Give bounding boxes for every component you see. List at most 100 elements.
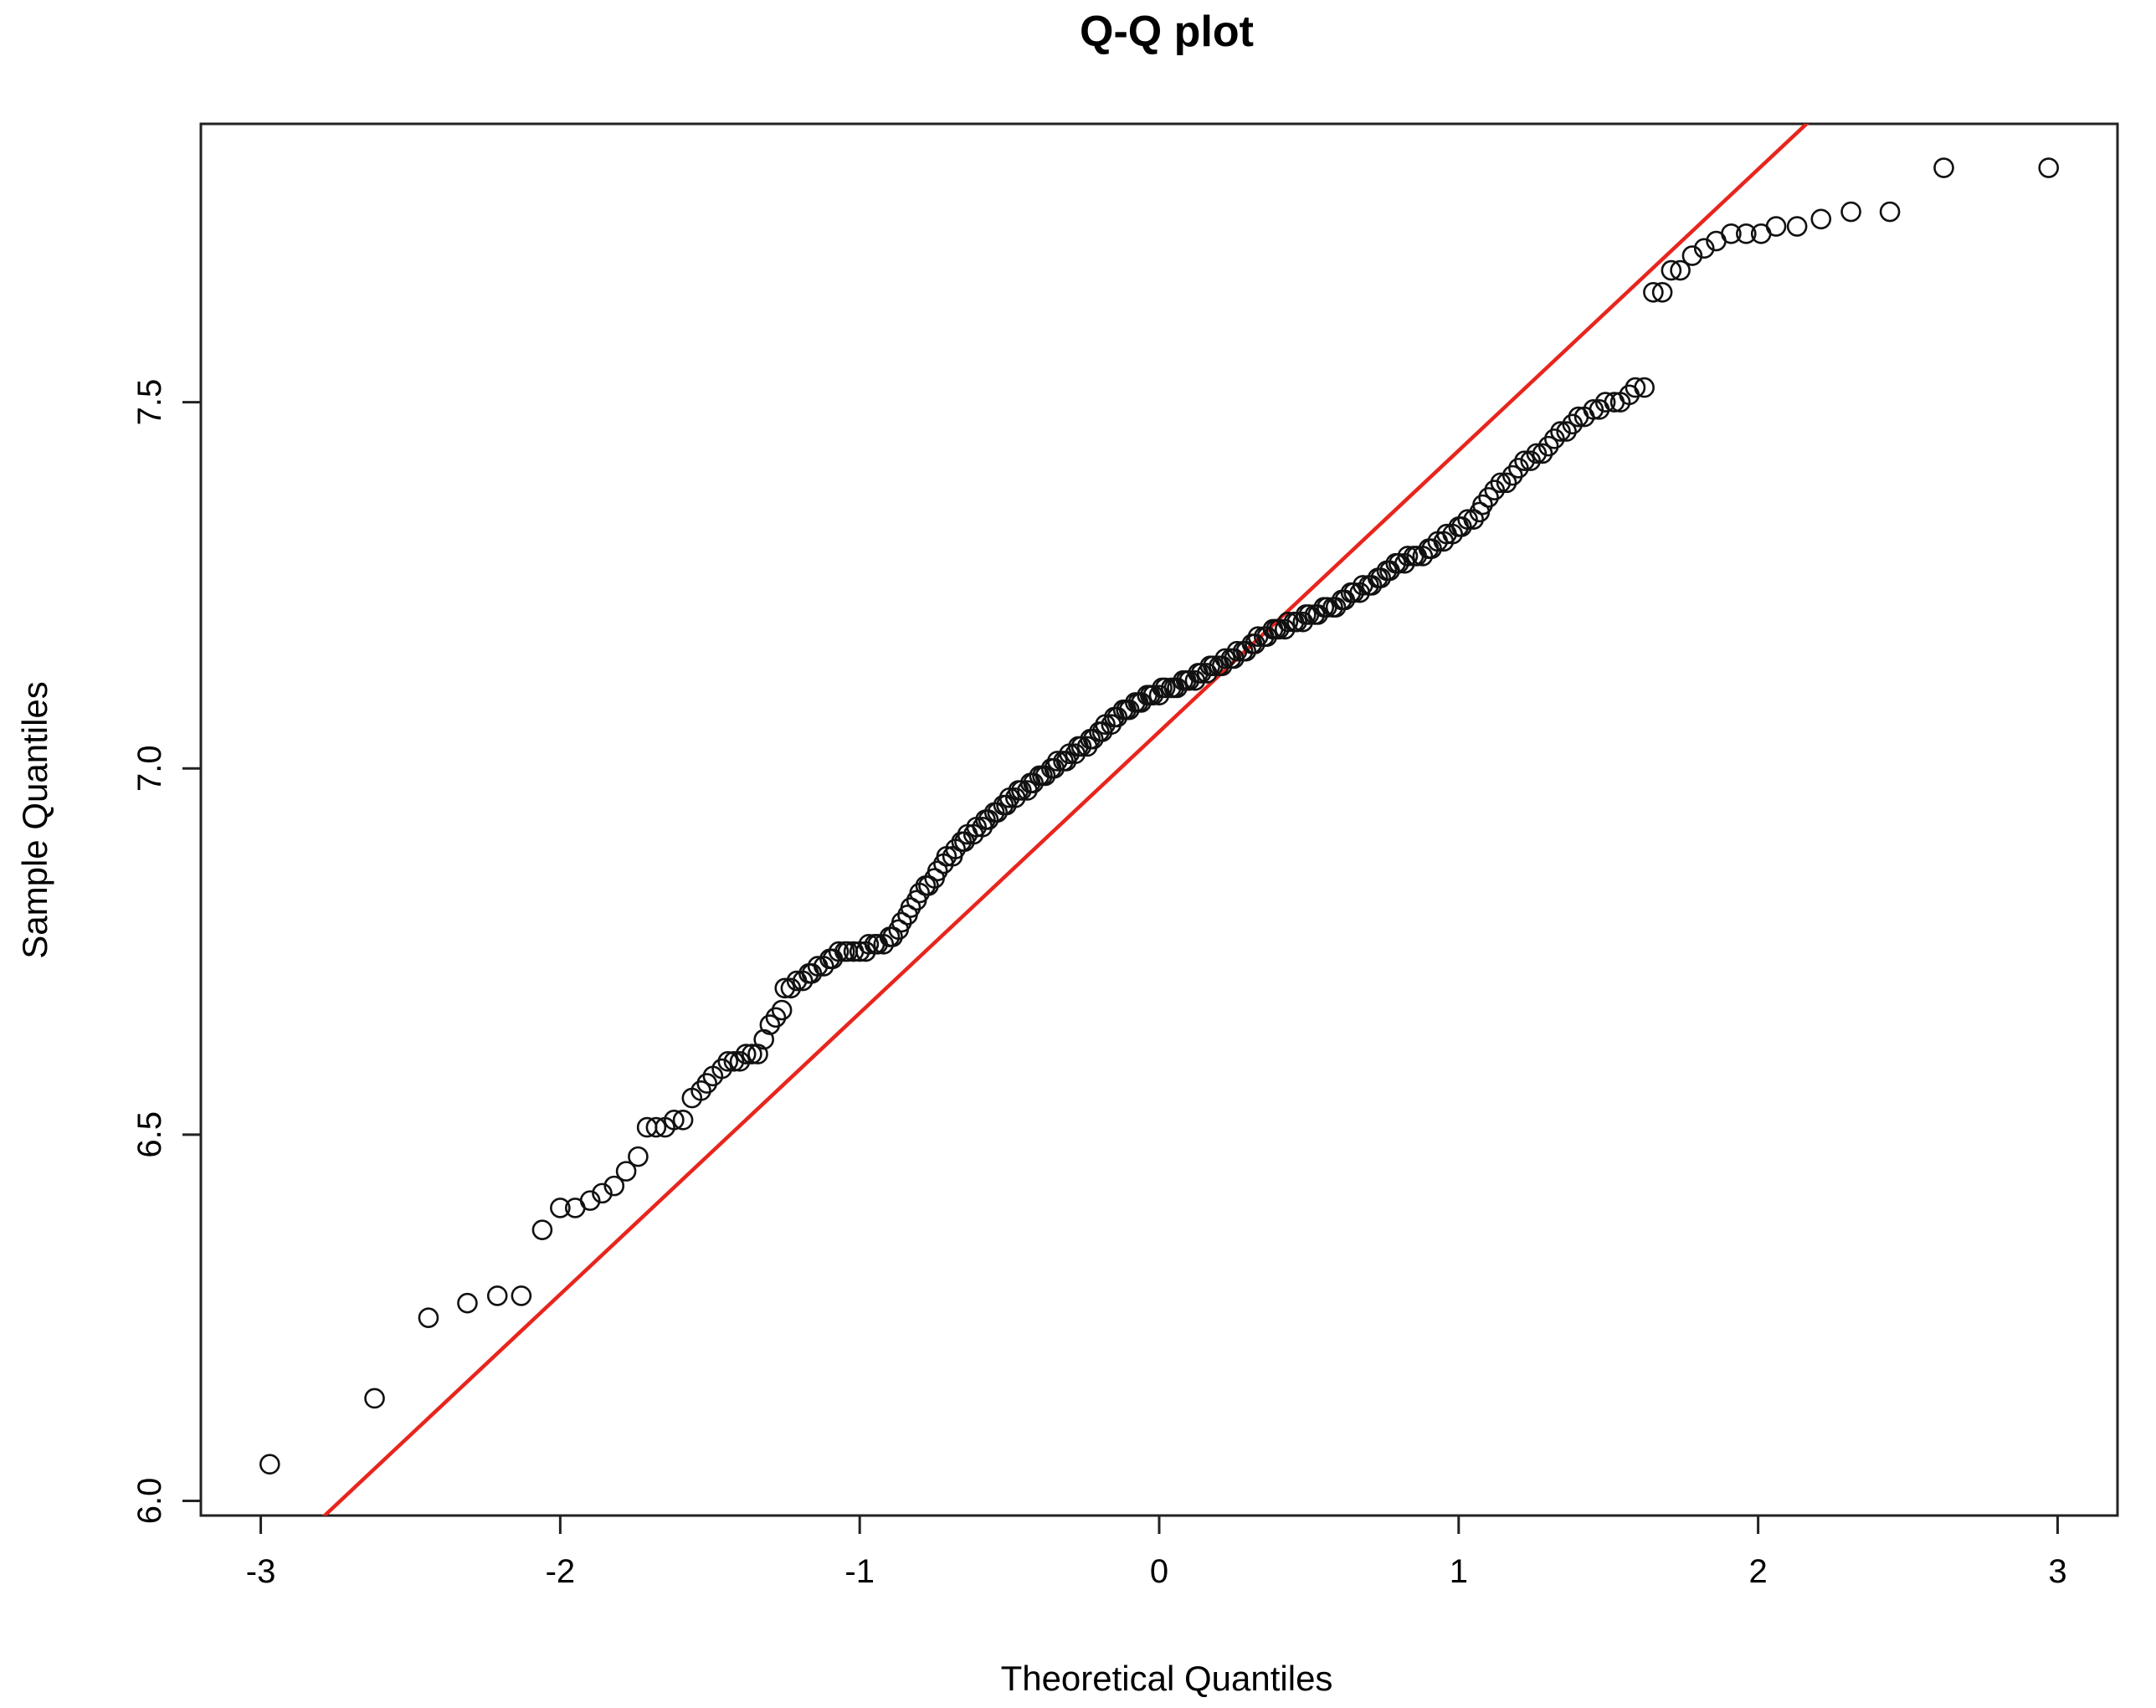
sample-point: [1550, 421, 1571, 442]
y-axis: 6.0 6.5 7.0 7.5: [131, 379, 203, 1524]
sample-point: [1277, 611, 1299, 633]
sample-point: [1810, 208, 1832, 230]
sample-point: [1537, 435, 1559, 457]
x-tick-label: 3: [2048, 1553, 2066, 1590]
sample-point: [735, 1044, 757, 1064]
sample-point: [486, 1285, 508, 1306]
x-tick-label: 2: [1749, 1553, 1768, 1590]
sample-point: [628, 1146, 649, 1167]
sample-point: [1478, 487, 1499, 508]
sample-point: [1634, 377, 1655, 398]
sample-point: [1463, 509, 1485, 530]
sample-point: [891, 911, 912, 933]
sample-point: [1526, 443, 1548, 464]
sample-point: [1472, 494, 1493, 515]
sample-point: [729, 1051, 751, 1072]
y-tick-label: 6.5: [131, 1111, 168, 1158]
sample-point: [742, 1044, 762, 1064]
sample-point: [603, 1175, 625, 1197]
sample-point: [801, 963, 823, 984]
sample-point: [882, 926, 903, 947]
sample-point: [259, 1454, 280, 1475]
chart-title: Q-Q plot: [1080, 8, 1254, 56]
sample-point: [1721, 223, 1742, 244]
sample-point: [1514, 450, 1535, 471]
sample-point: [1670, 259, 1691, 281]
sample-point: [765, 1007, 787, 1028]
sample-point: [900, 897, 921, 918]
sample-point: [828, 941, 850, 962]
sample-point: [771, 999, 793, 1021]
sample-point: [1681, 245, 1703, 266]
x-tick-label: 1: [1450, 1553, 1468, 1590]
plot-frame: [199, 122, 2119, 1517]
x-tick-label: -2: [546, 1553, 576, 1590]
sample-point: [1693, 238, 1715, 259]
sample-point: [759, 1014, 781, 1035]
sample-point: [753, 1028, 774, 1050]
sample-point: [918, 875, 939, 896]
sample-point: [511, 1285, 532, 1306]
sample-point: [1661, 259, 1682, 281]
sample-point: [1484, 480, 1506, 500]
sample-point: [717, 1051, 739, 1072]
sample-point: [1594, 392, 1616, 413]
sample-point: [1643, 282, 1664, 303]
sample-point: [1457, 509, 1478, 530]
sample-point: [1544, 428, 1565, 449]
sample-point: [1214, 648, 1236, 669]
sample-point: [1496, 472, 1517, 494]
sample-point: [1651, 282, 1673, 303]
sample-point: [1786, 216, 1808, 237]
sample-point: [364, 1387, 385, 1409]
x-axis-title: Theoretical Quantiles: [1001, 1659, 1333, 1698]
sample-point: [1047, 751, 1068, 772]
sample-point: [592, 1182, 613, 1204]
sample-point: [615, 1161, 637, 1182]
reference-line: [321, 124, 1810, 1516]
sample-points: [259, 157, 2060, 1475]
sample-point: [774, 977, 796, 999]
sample-point: [1933, 157, 1954, 178]
x-tick-label: 0: [1150, 1553, 1168, 1590]
sample-point: [1490, 472, 1512, 494]
sample-point: [1421, 538, 1442, 559]
sample-point: [531, 1219, 553, 1240]
sample-point: [1397, 546, 1419, 567]
sample-point: [1520, 450, 1541, 471]
sample-point: [858, 933, 880, 955]
sample-point: [927, 860, 948, 882]
sample-point: [1625, 377, 1646, 398]
y-tick-label: 7.0: [131, 745, 168, 792]
sample-point: [690, 1080, 711, 1101]
sample-point: [696, 1073, 718, 1094]
sample-point: [1502, 464, 1523, 486]
sample-point: [723, 1051, 745, 1072]
sample-point: [747, 1044, 768, 1064]
sample-point: [672, 1110, 694, 1131]
sample-point: [1154, 677, 1176, 699]
sample-point: [457, 1292, 478, 1314]
sample-point: [1583, 399, 1604, 420]
sample-point: [1203, 655, 1224, 676]
y-tick-label: 7.5: [131, 379, 168, 426]
sample-point: [664, 1110, 685, 1131]
x-axis: -3 -2 -1 0 1 2 3: [246, 1514, 2067, 1590]
sample-point: [1451, 516, 1472, 537]
sample-point: [418, 1307, 439, 1328]
sample-point: [579, 1190, 601, 1211]
sample-point: [780, 977, 802, 999]
x-tick-label: -3: [246, 1553, 276, 1590]
x-tick-label: -1: [844, 1553, 875, 1590]
sample-point: [711, 1058, 732, 1080]
sample-point: [645, 1116, 667, 1138]
sample-point: [1532, 443, 1553, 464]
sample-point: [1879, 201, 1901, 223]
sample-point: [1840, 201, 1861, 223]
sample-point: [1556, 421, 1577, 442]
sample-point: [1736, 223, 1757, 244]
sample-point: [550, 1198, 571, 1218]
sample-point: [2038, 157, 2060, 178]
sample-point: [1765, 216, 1787, 237]
